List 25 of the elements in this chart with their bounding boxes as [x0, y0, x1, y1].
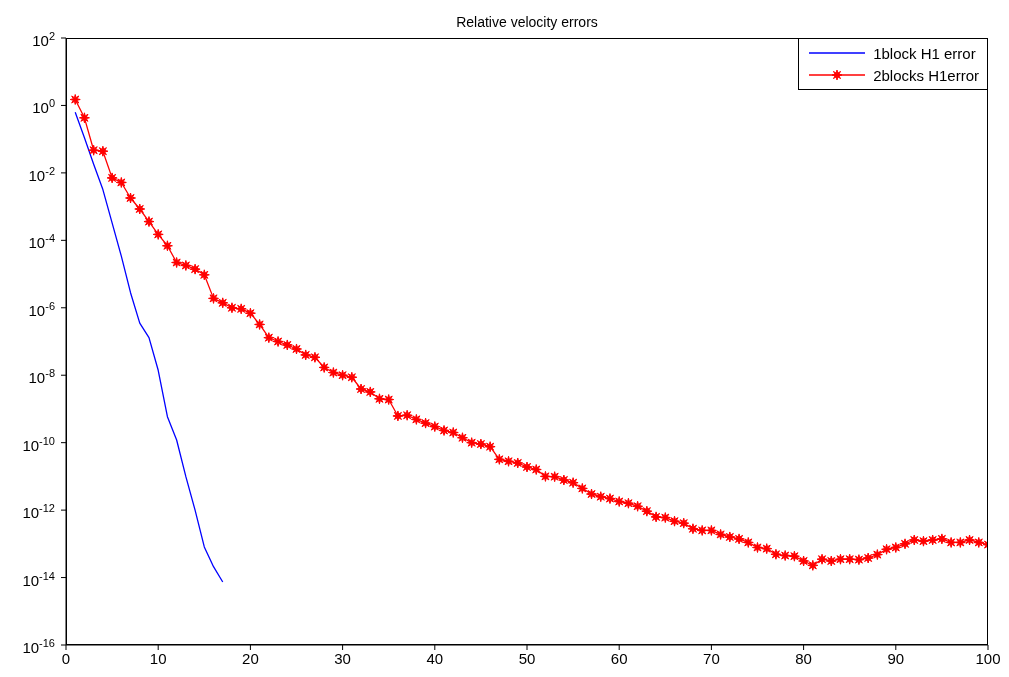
y-tick-label: 10$^{-12}$ — [22, 502, 55, 522]
legend-label: 2blocks H1error — [873, 66, 979, 84]
y-tick-label: 10$^{-14}$ — [22, 569, 55, 589]
x-tick-label: 80 — [795, 650, 812, 667]
x-tick-label: 40 — [426, 650, 444, 667]
y-tick-label: 10$^{-6}$ — [28, 299, 55, 319]
x-tick-label: 100 — [975, 650, 1001, 667]
x-tick-label: 30 — [334, 650, 351, 667]
y-tick-label: 10$^{-8}$ — [28, 367, 55, 387]
x-tick-label: 90 — [887, 650, 905, 667]
x-tick-label: 10 — [149, 650, 167, 667]
x-tick-label: 50 — [518, 650, 536, 667]
line-series — [74, 111, 224, 583]
chart-title: Relative velocity errors — [455, 14, 599, 30]
x-tick-label: 70 — [703, 650, 720, 667]
y-tick-label: 10$^{-10}$ — [22, 434, 55, 454]
y-tick-label: 10$^{-4}$ — [28, 232, 55, 252]
y-tick-label: 10$^{-16}$ — [22, 637, 55, 656]
y-tick-label: 10$^{0}$ — [32, 97, 55, 117]
legend-label: 1block H1 error — [873, 44, 976, 62]
y-tick-label: 10$^{2}$ — [32, 30, 55, 49]
x-tick-label: 20 — [242, 650, 259, 667]
x-tick-label: 60 — [610, 650, 628, 667]
y-tick-label: 10$^{-2}$ — [28, 164, 55, 184]
x-tick-label: 0 — [61, 650, 71, 667]
